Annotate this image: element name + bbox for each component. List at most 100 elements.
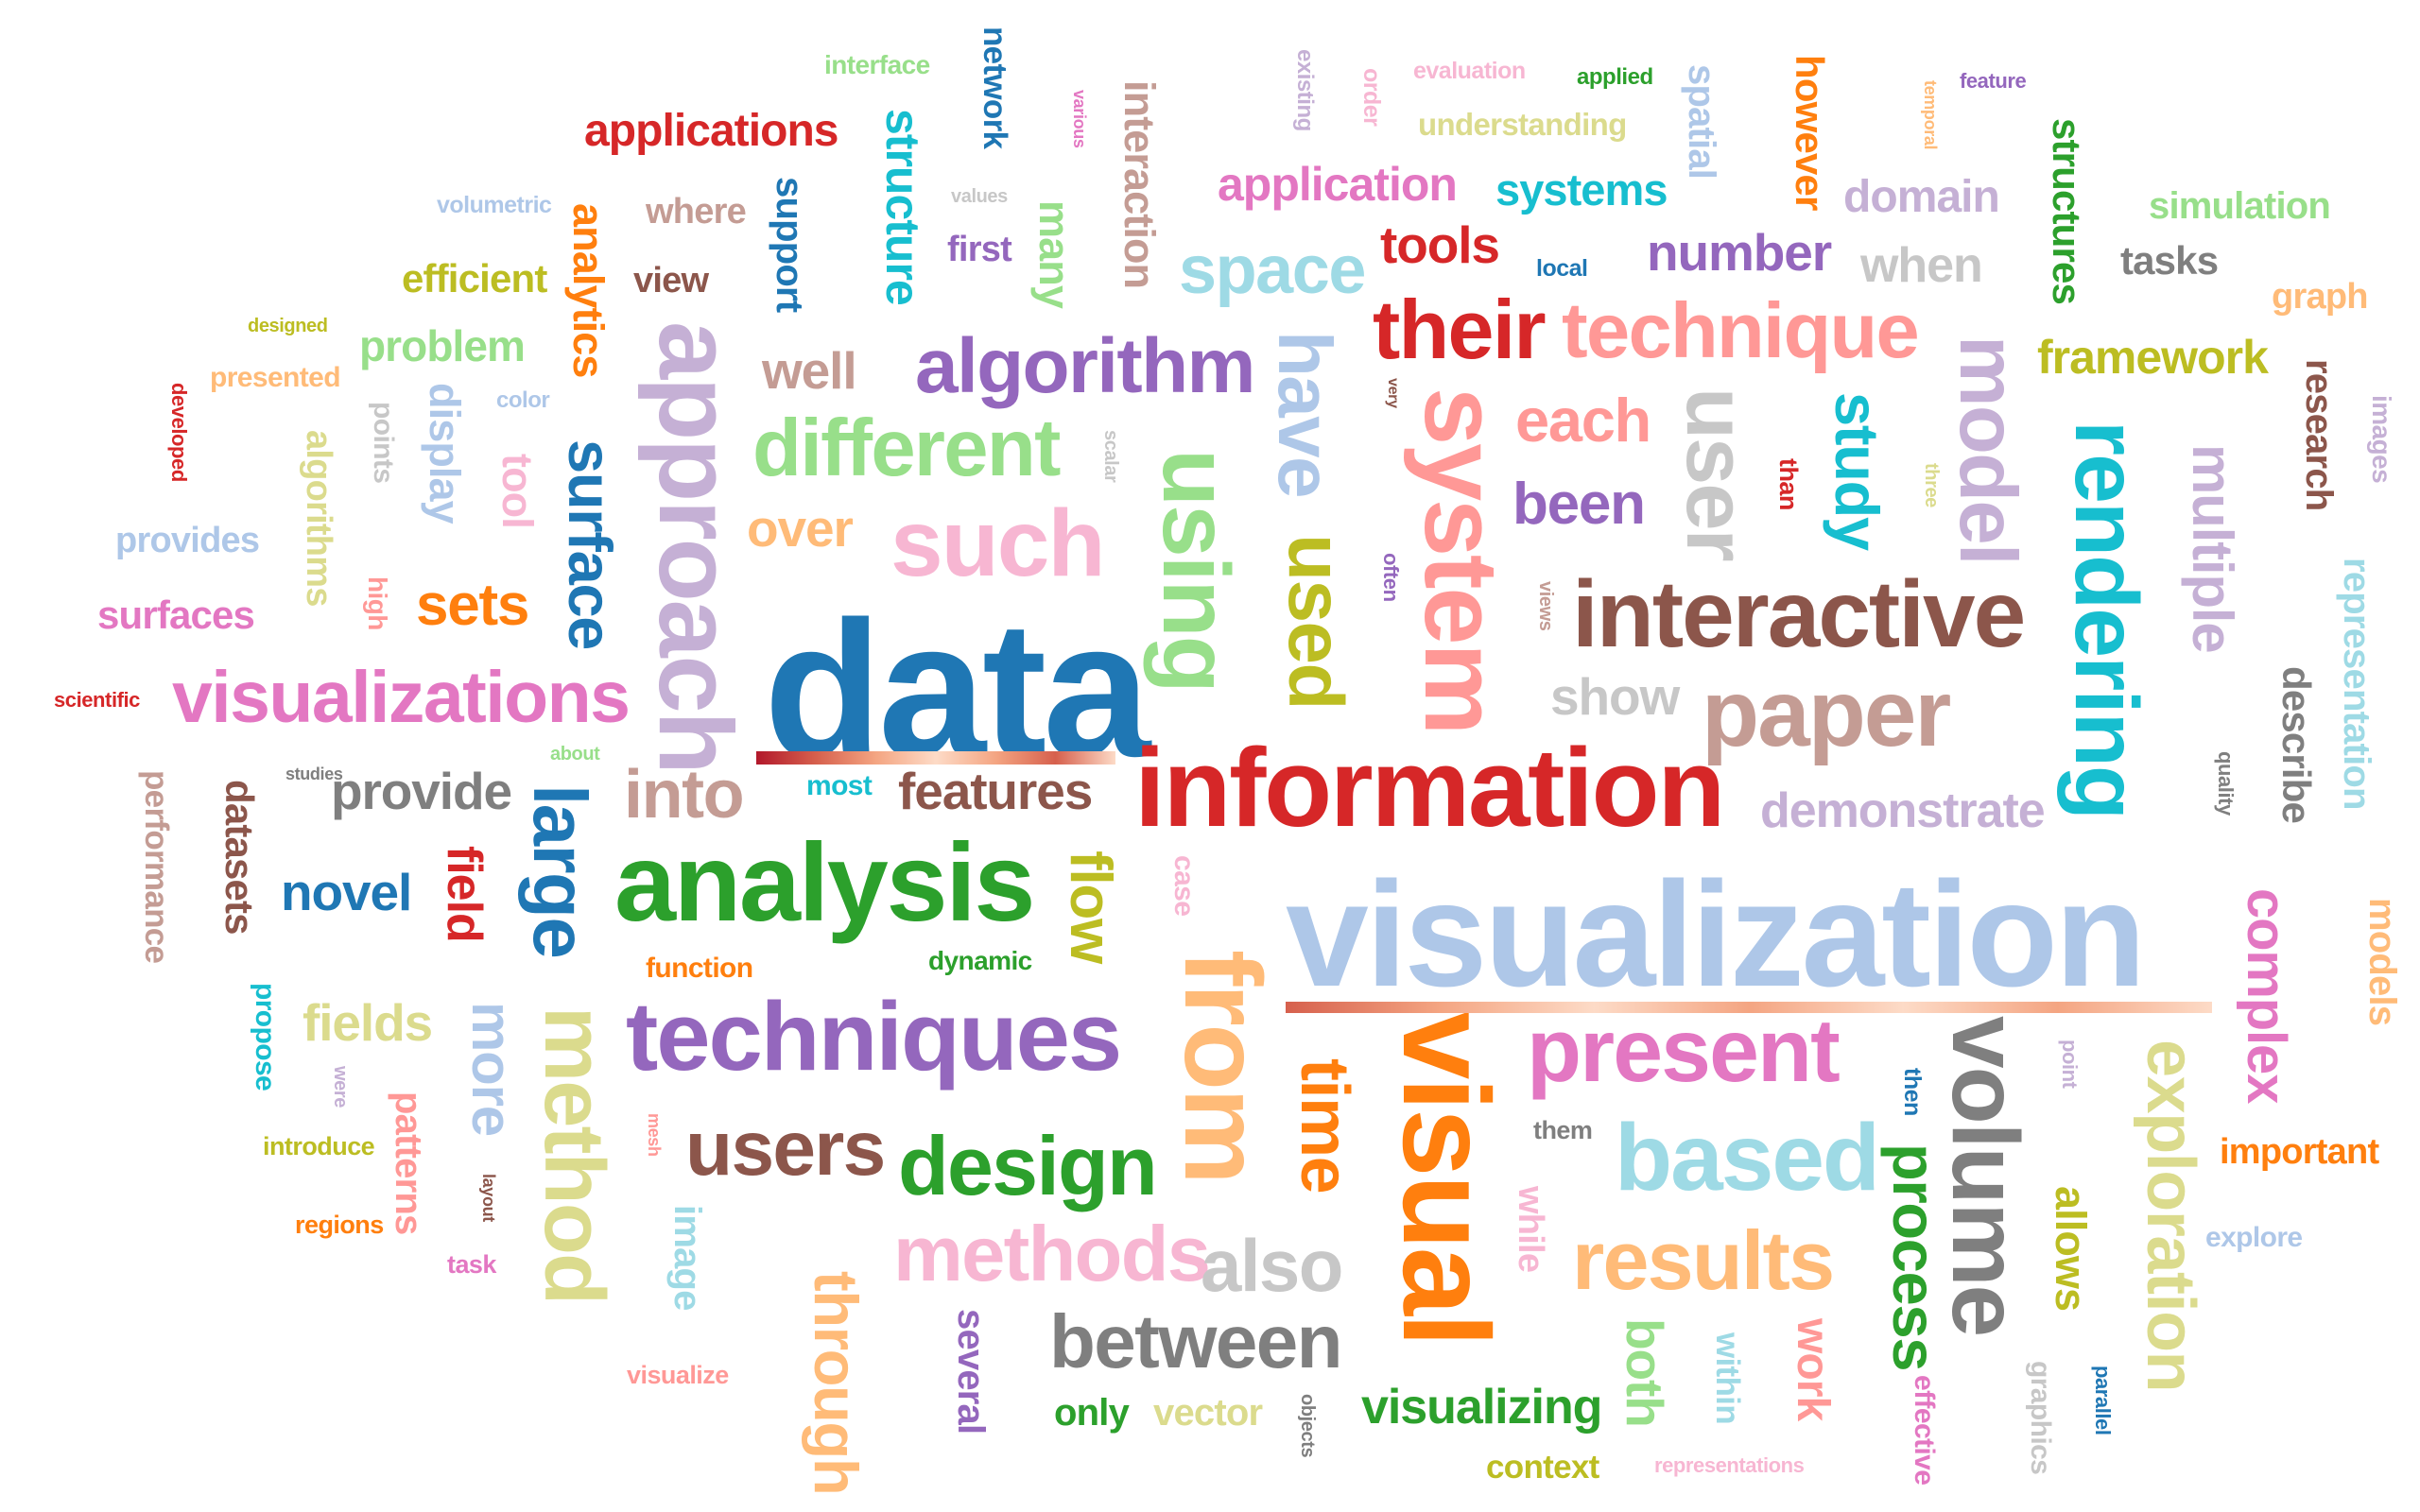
- word-temporal: temporal: [1921, 80, 1940, 150]
- word-novel: novel: [281, 863, 412, 921]
- word-their: their: [1373, 283, 1547, 376]
- heat-bar: [1286, 1002, 2212, 1013]
- word-research: research: [2298, 359, 2340, 511]
- word-sets: sets: [416, 573, 529, 638]
- word-rendering: rendering: [2056, 421, 2156, 819]
- word-algorithm: algorithm: [915, 323, 1255, 409]
- word-scalar: scalar: [1100, 430, 1121, 483]
- word-domain: domain: [1843, 172, 2000, 222]
- word-large: large: [518, 784, 602, 958]
- word-methods: methods: [893, 1210, 1211, 1297]
- word-interface: interface: [824, 50, 930, 79]
- word-different: different: [752, 404, 1061, 493]
- word-many: many: [1030, 200, 1079, 308]
- word-fields: fields: [302, 993, 433, 1052]
- word-performance: performance: [138, 770, 175, 964]
- word-graph: graph: [2272, 277, 2369, 317]
- word-used: used: [1272, 534, 1358, 709]
- word-structure: structure: [876, 109, 929, 305]
- word-into: into: [624, 757, 745, 833]
- word-more: more: [460, 1002, 524, 1136]
- word-both: both: [1616, 1318, 1674, 1427]
- word-model: model: [1943, 335, 2032, 564]
- word-quality: quality: [2214, 751, 2238, 816]
- word-various: various: [1070, 90, 1089, 148]
- word-method: method: [527, 1006, 621, 1304]
- word-than: than: [1774, 458, 1803, 510]
- word-application: application: [1218, 158, 1458, 211]
- word-representations: representations: [1654, 1453, 1805, 1477]
- word-function: function: [646, 953, 753, 984]
- word-mesh: mesh: [645, 1113, 664, 1157]
- word-field: field: [437, 846, 492, 942]
- word-user: user: [1668, 387, 1763, 560]
- word-image: image: [666, 1205, 708, 1311]
- word-however: however: [1788, 55, 1832, 211]
- word-have: have: [1263, 331, 1347, 497]
- word-feature: feature: [1960, 69, 2027, 93]
- word-display: display: [421, 383, 469, 524]
- word-explore: explore: [2205, 1222, 2303, 1253]
- word-complex: complex: [2236, 888, 2297, 1104]
- word-about: about: [550, 744, 600, 765]
- word-view: view: [633, 261, 709, 301]
- word-three: three: [1921, 463, 1942, 507]
- word-point: point: [2058, 1040, 2082, 1089]
- heat-bar: [756, 751, 1115, 765]
- word-existing: existing: [1292, 49, 1318, 131]
- word-propose: propose: [250, 983, 281, 1091]
- word-visualizing: visualizing: [1361, 1380, 1602, 1435]
- word-users: users: [685, 1106, 886, 1192]
- word-also: also: [1201, 1224, 1343, 1307]
- word-most: most: [806, 770, 873, 801]
- word-framework: framework: [2037, 331, 2269, 384]
- word-work: work: [1788, 1318, 1838, 1421]
- word-been: been: [1512, 472, 1646, 537]
- word-problem: problem: [359, 321, 526, 370]
- word-tools: tools: [1380, 215, 1500, 274]
- word-dynamic: dynamic: [928, 946, 1032, 975]
- word-important: important: [2220, 1132, 2379, 1172]
- word-features: features: [898, 762, 1093, 820]
- word-space: space: [1179, 232, 1366, 308]
- word-views: views: [1535, 581, 1556, 631]
- word-values: values: [951, 186, 1008, 207]
- word-efficient: efficient: [402, 256, 547, 301]
- word-scientific: scientific: [54, 688, 140, 712]
- word-over: over: [747, 499, 854, 558]
- word-analytics: analytics: [564, 203, 613, 378]
- word-information: information: [1134, 726, 1725, 850]
- word-them: them: [1533, 1116, 1593, 1144]
- word-volumetric: volumetric: [437, 192, 552, 218]
- word-only: only: [1054, 1392, 1130, 1434]
- word-time: time: [1287, 1058, 1362, 1194]
- word-parallel: parallel: [2091, 1366, 2115, 1435]
- word-approach: approach: [637, 321, 753, 773]
- word-high: high: [363, 576, 392, 630]
- word-provides: provides: [115, 521, 260, 560]
- word-where: where: [646, 192, 747, 232]
- word-results: results: [1572, 1213, 1835, 1307]
- word-layout: layout: [479, 1174, 498, 1222]
- word-order: order: [1358, 68, 1385, 127]
- word-allows: allows: [2047, 1186, 2095, 1312]
- word-interactive: interactive: [1572, 561, 2026, 667]
- word-demonstrate: demonstrate: [1760, 783, 2046, 838]
- word-simulation: simulation: [2149, 185, 2331, 227]
- word-using: using: [1143, 449, 1249, 692]
- word-provide: provide: [331, 762, 512, 820]
- word-volume: volume: [1932, 1016, 2038, 1336]
- word-tasks: tasks: [2120, 238, 2219, 283]
- word-task: task: [447, 1250, 496, 1279]
- word-context: context: [1486, 1449, 1599, 1486]
- word-present: present: [1527, 1001, 1841, 1101]
- word-vector: vector: [1153, 1392, 1263, 1434]
- word-often: often: [1379, 553, 1403, 602]
- word-technique: technique: [1562, 286, 1920, 374]
- word-local: local: [1536, 255, 1588, 282]
- word-studies: studies: [285, 765, 343, 783]
- word-show: show: [1550, 667, 1680, 726]
- word-structures: structures: [2045, 118, 2089, 305]
- word-models: models: [2361, 898, 2403, 1026]
